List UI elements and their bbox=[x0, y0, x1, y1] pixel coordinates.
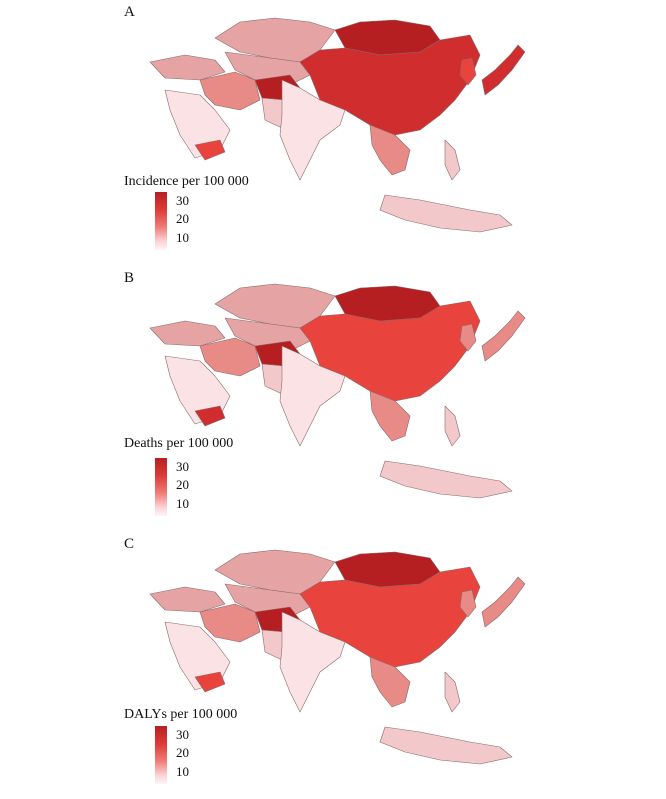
region-turkey-caucasus bbox=[149, 586, 226, 613]
region-japan bbox=[481, 310, 526, 362]
legend-tick-10: 10 bbox=[176, 764, 189, 779]
asia-choropleth-map bbox=[149, 549, 526, 765]
asia-choropleth-map bbox=[149, 283, 526, 499]
region-turkey-caucasus bbox=[149, 54, 226, 81]
legend-color-scale bbox=[155, 458, 167, 516]
legend-tick-20: 20 bbox=[176, 477, 189, 492]
panel-letter: A bbox=[124, 4, 135, 20]
legend-title: Incidence per 100 000 bbox=[124, 174, 249, 189]
region-southeast-mainland bbox=[369, 390, 411, 442]
panel-a: A Incidence per 100 000 30 20 10 bbox=[0, 0, 666, 266]
region-indonesia-malaysia bbox=[379, 460, 513, 499]
panel-letter: B bbox=[124, 270, 135, 286]
legend-tick-30: 30 bbox=[176, 193, 189, 208]
legend-tick-10: 10 bbox=[176, 230, 189, 245]
legend-tick-30: 30 bbox=[176, 727, 189, 742]
region-southeast-mainland bbox=[369, 124, 411, 176]
region-turkey-caucasus bbox=[149, 320, 226, 347]
panel-c: C DALYs per 100 000 30 20 10 bbox=[0, 532, 666, 798]
region-southeast-mainland bbox=[369, 656, 411, 708]
legend-tick-20: 20 bbox=[176, 211, 189, 226]
asia-choropleth-map bbox=[149, 17, 526, 233]
region-yemen bbox=[194, 671, 226, 693]
region-india bbox=[279, 79, 346, 181]
region-india bbox=[279, 345, 346, 447]
panel-b: B Deaths per 100 000 30 20 10 bbox=[0, 266, 666, 532]
region-korea-peninsula bbox=[459, 57, 477, 86]
region-yemen bbox=[194, 139, 226, 161]
region-india bbox=[279, 611, 346, 713]
region-indonesia-malaysia bbox=[379, 194, 513, 233]
region-iran bbox=[199, 603, 261, 643]
legend-tick-10: 10 bbox=[176, 496, 189, 511]
panel-letter: C bbox=[124, 536, 135, 552]
region-iran bbox=[199, 337, 261, 377]
region-indonesia-malaysia bbox=[379, 726, 513, 765]
region-philippines bbox=[444, 139, 461, 181]
region-iran bbox=[199, 71, 261, 111]
region-philippines bbox=[444, 405, 461, 447]
legend-title: Deaths per 100 000 bbox=[124, 436, 234, 451]
legend-tick-20: 20 bbox=[176, 745, 189, 760]
legend-color-scale bbox=[155, 192, 167, 250]
region-japan bbox=[481, 44, 526, 96]
legend-color-scale bbox=[155, 726, 167, 784]
legend-tick-30: 30 bbox=[176, 459, 189, 474]
region-korea-peninsula bbox=[459, 589, 477, 618]
region-russia bbox=[214, 549, 336, 595]
region-korea-peninsula bbox=[459, 323, 477, 352]
region-yemen bbox=[194, 405, 226, 427]
region-philippines bbox=[444, 671, 461, 713]
region-japan bbox=[481, 576, 526, 628]
region-russia bbox=[214, 17, 336, 63]
region-russia bbox=[214, 283, 336, 329]
legend-title: DALYs per 100 000 bbox=[124, 707, 238, 722]
